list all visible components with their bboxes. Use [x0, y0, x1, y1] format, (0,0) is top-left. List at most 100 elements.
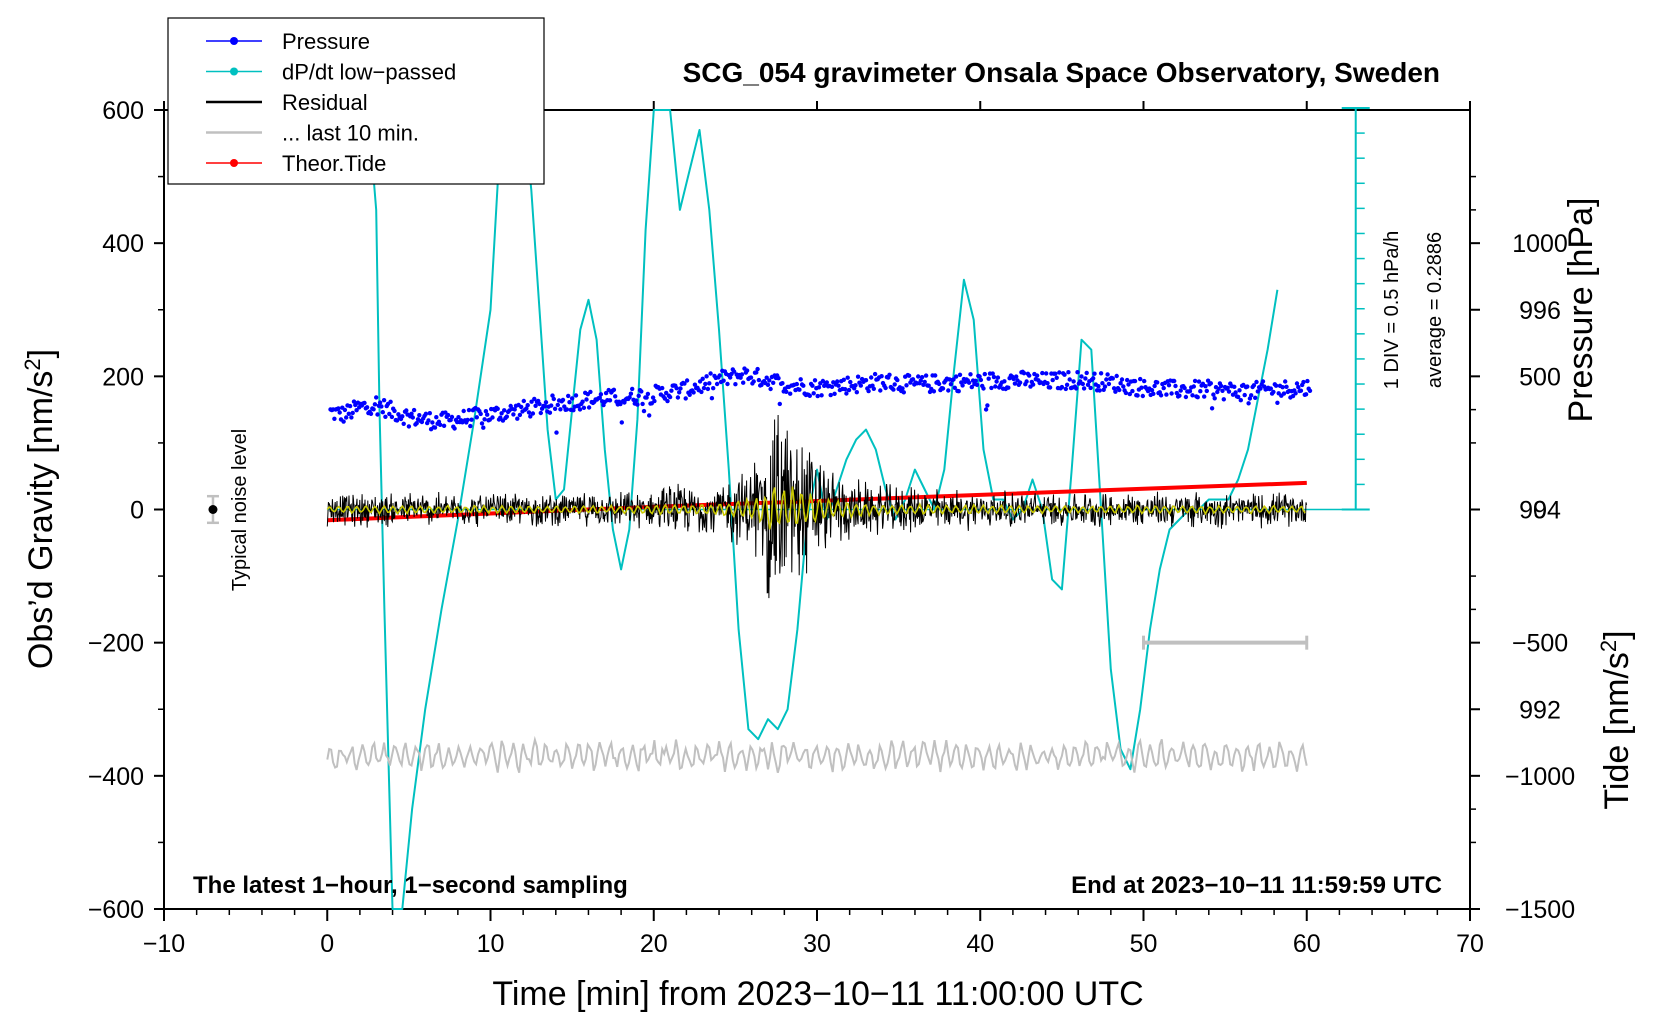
- pressure-point: [1074, 386, 1079, 391]
- footer-sampling-label: The latest 1−hour, 1−second sampling: [193, 872, 628, 899]
- noise-level-label: Typical noise level: [229, 429, 251, 591]
- pressure-point: [721, 378, 726, 383]
- pressure-point: [836, 383, 841, 388]
- pressure-tick-label: 992: [1519, 696, 1561, 724]
- pressure-point: [511, 412, 516, 417]
- pressure-point: [524, 406, 529, 411]
- pressure-point: [767, 378, 772, 383]
- pressure-point: [1158, 393, 1164, 398]
- pressure-point: [652, 398, 657, 404]
- pressure-point: [700, 376, 705, 381]
- pressure-point: [504, 414, 509, 419]
- pressure-point: [1014, 374, 1019, 379]
- pressure-point: [417, 413, 422, 418]
- pressure-point: [1132, 378, 1138, 384]
- last-10min-line: [326, 735, 1308, 773]
- pressure-point: [711, 386, 716, 391]
- pressure-point: [780, 381, 785, 386]
- pressure-point: [994, 379, 999, 384]
- pressure-point: [844, 391, 849, 396]
- pressure-point: [1172, 378, 1177, 384]
- pressure-point: [558, 407, 563, 412]
- pressure-point: [665, 398, 670, 404]
- pressure-point: [456, 415, 461, 420]
- pressure-point: [630, 386, 635, 392]
- pressure-point: [432, 425, 438, 430]
- legend-items: Pressure dP/dt low−passed Residual ... last…: [206, 29, 456, 176]
- pressure-point: [1117, 387, 1122, 393]
- pressure-point: [1083, 376, 1088, 381]
- pressure-point: [543, 400, 549, 405]
- pressure-point: [371, 407, 376, 412]
- pressure-point: [1204, 388, 1210, 394]
- pressure-point: [567, 400, 572, 405]
- pressure-point: [708, 371, 713, 376]
- pressure-point: [426, 418, 431, 423]
- pressure-point: [854, 390, 859, 395]
- pressure-point: [1030, 382, 1036, 387]
- pressure-point: [1091, 376, 1096, 381]
- pressure-point: [807, 393, 812, 398]
- pressure-point: [960, 383, 965, 388]
- pressure-point: [547, 410, 553, 415]
- pressure-point: [835, 379, 840, 384]
- pressure-point: [502, 408, 507, 413]
- pressure-point: [613, 394, 618, 399]
- pressure-point: [1178, 388, 1183, 393]
- pressure-point: [1071, 379, 1076, 384]
- pressure-point: [1054, 375, 1059, 380]
- pressure-point: [1268, 386, 1274, 391]
- pressure-point: [1202, 394, 1207, 399]
- pressure-point: [981, 386, 986, 391]
- pressure-point: [768, 386, 773, 392]
- pressure-point: [1220, 388, 1225, 393]
- pressure-point: [607, 398, 613, 403]
- pressure-point: [469, 417, 474, 422]
- pressure-point: [798, 377, 803, 382]
- pressure-point: [1208, 381, 1214, 386]
- pressure-point: [1293, 391, 1298, 396]
- pressure-point: [517, 412, 523, 418]
- pressure-point: [1127, 391, 1133, 397]
- pressure-point: [1105, 372, 1110, 377]
- pressure-point: [771, 380, 776, 385]
- x-tick-label: 10: [477, 930, 505, 958]
- pressure-point: [406, 424, 412, 429]
- pressure-point: [846, 387, 852, 393]
- pressure-point: [389, 414, 395, 420]
- pressure-point: [481, 425, 486, 430]
- pressure-point: [533, 403, 538, 408]
- pressure-point: [515, 416, 520, 421]
- pressure-point: [551, 396, 556, 402]
- pressure-point: [969, 384, 974, 390]
- pressure-point: [482, 417, 487, 422]
- pressure-point: [569, 396, 575, 401]
- pressure-point: [530, 411, 536, 416]
- pressure-point: [1196, 379, 1202, 384]
- pressure-point: [1182, 385, 1187, 391]
- tide-tick-label: 1000: [1512, 230, 1568, 258]
- pressure-point: [811, 391, 816, 396]
- pressure-point: [1006, 385, 1011, 390]
- pressure-point: [449, 414, 455, 420]
- pressure-point: [1169, 391, 1174, 396]
- pressure-point: [466, 407, 472, 413]
- pressure-point: [682, 381, 687, 386]
- pressure-point: [871, 386, 876, 391]
- pressure-point: [978, 377, 984, 383]
- pressure-point: [674, 386, 679, 391]
- pressure-point: [1301, 379, 1306, 385]
- pressure-point: [957, 372, 963, 377]
- pressure-point: [374, 395, 379, 400]
- pressure-point: [754, 370, 759, 375]
- pressure-point: [883, 385, 888, 391]
- pressure-point: [529, 399, 534, 404]
- pressure-point: [1281, 391, 1287, 396]
- x-tick-label: 0: [320, 930, 334, 958]
- legend-marker: [230, 67, 238, 76]
- pressure-point: [597, 395, 602, 400]
- pressure-point: [910, 377, 916, 382]
- pressure-point: [641, 408, 647, 414]
- pressure-point: [1242, 392, 1247, 398]
- pressure-point: [354, 408, 359, 413]
